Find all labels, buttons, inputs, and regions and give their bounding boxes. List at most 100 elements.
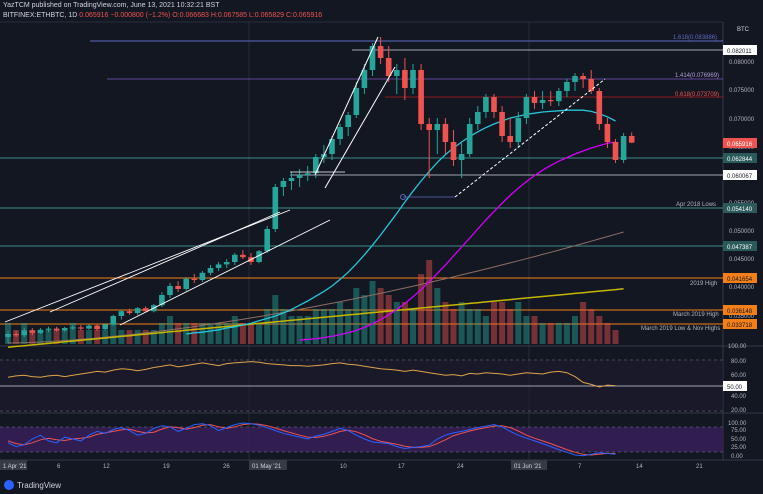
candle-body xyxy=(78,327,84,329)
volume-bar xyxy=(474,309,481,344)
fib-1618-label: 1.618(0.083886) xyxy=(673,35,717,41)
candle-body xyxy=(580,76,586,79)
candle-body xyxy=(272,187,279,229)
candle-body xyxy=(199,272,206,280)
ohlc-values: O:0.066683 H:0.067585 L:0.065829 C:0.065… xyxy=(172,12,323,19)
tradingview-logo[interactable]: TradingView xyxy=(4,480,61,490)
volume-bar xyxy=(604,323,611,344)
volume-bar xyxy=(353,288,360,344)
stoch-tick: 0.00 xyxy=(731,454,743,460)
candle-body xyxy=(612,142,619,160)
candle-body xyxy=(588,79,594,91)
time-label: 01 May '21 xyxy=(252,464,282,470)
candle-body xyxy=(102,324,108,330)
volume-bar xyxy=(86,330,92,344)
volume-bar xyxy=(418,274,425,344)
candle-body xyxy=(564,82,570,91)
candle-body xyxy=(13,334,19,336)
tag-033718 xyxy=(723,319,757,329)
channel-lower2-line xyxy=(119,219,331,326)
stoch-k-line xyxy=(7,422,616,457)
candle-body xyxy=(183,278,189,289)
candle-body xyxy=(418,70,424,124)
tag-054140 xyxy=(723,203,757,213)
volume-bar xyxy=(361,295,368,344)
price-tick: 0.040000 xyxy=(729,285,755,291)
volume-bar xyxy=(547,323,554,344)
rsi-line xyxy=(7,361,616,388)
candle-body xyxy=(450,142,457,160)
price-tick: 0.080000 xyxy=(729,60,755,66)
publisher-line: YazTCM published on TradingView.com, Jun… xyxy=(3,2,220,9)
march-low-label: March 2019 Low & Nov Highs xyxy=(641,326,720,332)
volume-bar xyxy=(572,316,578,344)
tag-036148 xyxy=(723,305,757,315)
candle-body xyxy=(410,70,416,88)
tag-041654-text: 0.041654 xyxy=(727,277,753,283)
time-label: 24 xyxy=(457,464,464,470)
volume-bar xyxy=(426,260,433,344)
candle-body xyxy=(86,325,92,329)
rsi-tag-text: 50.00 xyxy=(727,385,743,391)
volume-bar xyxy=(175,323,182,344)
symbol-label[interactable]: BITFINEX:ETHBTC, 1D xyxy=(3,12,78,19)
volume-bar xyxy=(110,323,117,344)
time-label: 7 xyxy=(578,464,582,470)
h2019-label: 2019 High xyxy=(690,281,717,287)
rsi-tick: 60.00 xyxy=(731,373,747,379)
price-tick: 0.050000 xyxy=(729,229,755,235)
volume-bar xyxy=(393,302,400,344)
volume-bar xyxy=(491,302,497,344)
volume-bar xyxy=(499,302,506,344)
tag-062844 xyxy=(723,153,757,163)
candle-body xyxy=(385,58,392,76)
ema-teal-line xyxy=(186,109,616,335)
candle-body xyxy=(288,178,295,181)
candle-body xyxy=(21,330,27,336)
volume-bar xyxy=(272,295,279,344)
rsi-tick: 40.00 xyxy=(731,394,747,400)
volume-bar xyxy=(434,288,441,344)
fib-1414-label: 1.414(0.076969) xyxy=(675,73,719,79)
time-axis[interactable]: 1 Apr '21 6 12 19 26 01 May '21 10 17 24… xyxy=(0,460,703,470)
volume-bar xyxy=(94,330,101,344)
candle-body xyxy=(134,308,141,313)
candle-body xyxy=(37,329,44,333)
volume-bar xyxy=(256,323,263,344)
volume-bar xyxy=(580,302,587,344)
candle-body xyxy=(426,124,432,130)
volume-bar xyxy=(231,316,238,344)
candle-body xyxy=(442,124,449,142)
candle-body xyxy=(402,70,408,88)
candles xyxy=(5,37,635,343)
rsi-pane: 100.00 80.00 60.00 40.00 20.00 50.00 xyxy=(0,344,747,414)
volume-bar xyxy=(37,330,44,344)
price-tick: 0.035000 xyxy=(729,314,755,320)
candle-body xyxy=(118,311,125,316)
fib-0618-label: 0.618(0.073709) xyxy=(675,92,719,98)
candle-body xyxy=(353,88,360,115)
volume-bar xyxy=(134,330,141,344)
price-axis[interactable]: BTC 0.080000 0.075000 0.070000 0.065000 … xyxy=(723,27,757,329)
candle-body xyxy=(313,157,319,174)
stoch-tick: 25.00 xyxy=(731,445,747,451)
rsi-tick: 20.00 xyxy=(731,408,747,414)
time-label: 01 Jun '21 xyxy=(514,464,542,470)
tradingview-mark-icon xyxy=(4,480,14,490)
last-price: 0.065916 xyxy=(79,12,109,19)
candle-body xyxy=(61,328,68,331)
candle-body xyxy=(5,334,11,337)
candle-body xyxy=(304,173,311,175)
candle-body xyxy=(466,124,473,154)
tag-062844-text: 0.062844 xyxy=(727,157,753,163)
symbol-ohlc-line: BITFINEX:ETHBTC, 1D 0.065916 −0.000800 (… xyxy=(3,11,322,20)
volume-bar xyxy=(288,316,295,344)
candle-body xyxy=(167,286,173,295)
candle-body xyxy=(361,70,368,88)
candle-body xyxy=(232,254,238,262)
candle-body xyxy=(377,46,384,58)
time-label: 19 xyxy=(163,464,170,470)
volume-bar xyxy=(345,309,352,344)
volume-bar xyxy=(531,316,538,344)
